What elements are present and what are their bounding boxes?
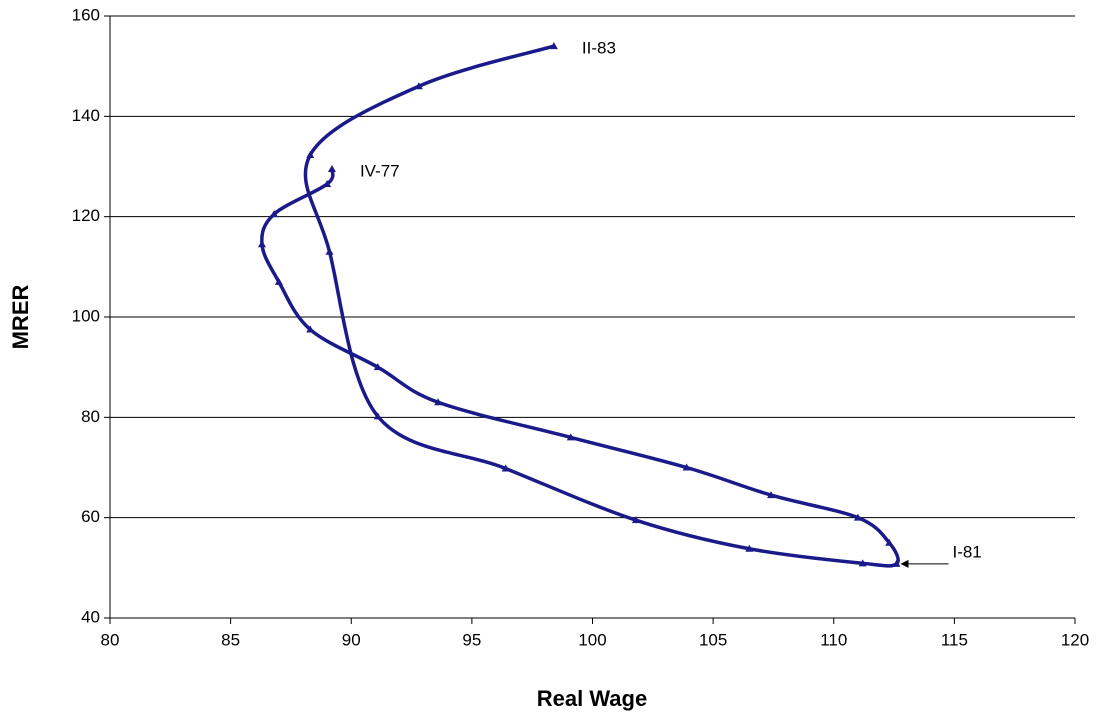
point-marker	[257, 240, 266, 248]
x-tick-label: 100	[578, 630, 606, 649]
annotation: I-81	[952, 542, 981, 561]
x-axis-title: Real Wage	[537, 686, 647, 711]
y-tick-label: 140	[72, 106, 100, 125]
point-marker	[274, 277, 283, 285]
annotation: II-83	[582, 39, 616, 58]
point-marker	[414, 82, 423, 90]
x-tick-label: 120	[1061, 630, 1089, 649]
x-tick-label: 110	[820, 630, 847, 649]
x-tick-label: 115	[941, 630, 968, 649]
point-marker	[327, 165, 336, 173]
point-marker	[858, 559, 867, 567]
annotation: IV-77	[360, 161, 400, 180]
annotation-arrowhead	[900, 559, 909, 568]
x-tick-label: 105	[699, 630, 727, 649]
x-tick-label: 80	[101, 630, 120, 649]
y-tick-label: 120	[72, 206, 100, 225]
point-marker	[373, 363, 382, 371]
point-marker	[682, 463, 691, 471]
y-axis-title: MRER	[8, 285, 33, 350]
y-tick-label: 80	[81, 407, 100, 426]
y-tick-label: 60	[81, 507, 100, 526]
point-marker	[566, 433, 575, 441]
point-marker	[306, 325, 315, 333]
x-tick-label: 90	[342, 630, 361, 649]
point-marker	[885, 538, 894, 546]
x-tick-label: 85	[221, 630, 240, 649]
y-tick-label: 160	[72, 5, 100, 24]
point-marker	[631, 516, 640, 524]
y-tick-label: 100	[72, 306, 100, 325]
point-marker	[767, 491, 776, 499]
point-marker	[306, 150, 315, 158]
point-marker	[434, 398, 443, 406]
point-marker	[501, 464, 510, 472]
y-tick-label: 40	[81, 607, 100, 626]
point-marker	[853, 513, 862, 521]
point-marker	[745, 544, 754, 552]
x-tick-label: 95	[462, 630, 481, 649]
point-marker	[373, 412, 382, 420]
point-marker	[892, 559, 901, 567]
series-line	[260, 44, 900, 568]
point-marker	[323, 180, 332, 188]
point-marker	[549, 42, 558, 50]
point-marker	[270, 210, 279, 218]
point-marker	[325, 247, 334, 255]
